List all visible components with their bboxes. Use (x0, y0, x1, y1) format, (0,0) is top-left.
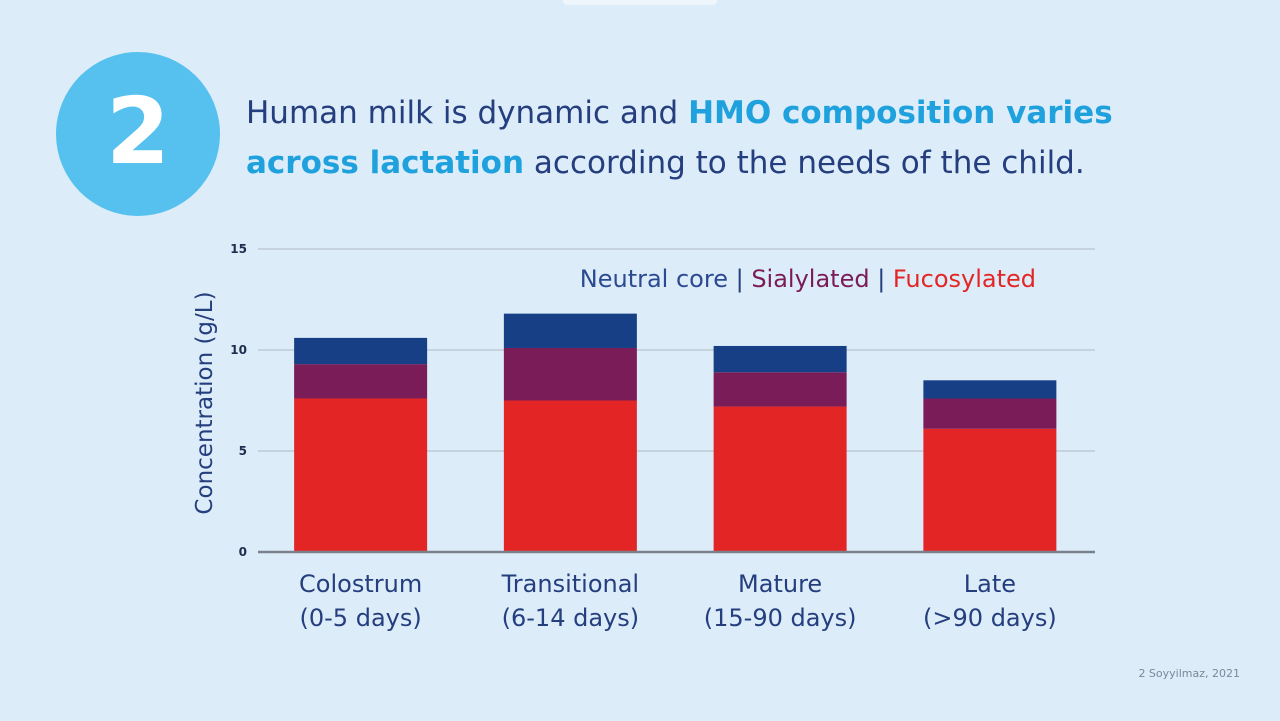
headline-part-2: according to the needs of the child. (524, 145, 1085, 181)
y-tick-label: 15 (230, 242, 247, 256)
x-tick-label: Transitional (501, 570, 639, 598)
bar-segment-fucosylated (294, 398, 428, 552)
legend-entry-sialylated: Sialylated (751, 265, 869, 293)
legend-entry-fucosylated: Fucosylated (893, 265, 1036, 293)
legend: Neutral core | Sialylated | Fucosylated (580, 265, 1036, 293)
bar-segment-neutral-core (713, 345, 847, 373)
bar-segment-neutral-core (294, 337, 428, 365)
x-tick-label: (0-5 days) (300, 604, 422, 632)
x-tick-label: Colostrum (299, 570, 422, 598)
bar-segment-fucosylated (713, 406, 847, 552)
y-tick-label: 10 (230, 343, 247, 357)
x-tick-label: Late (964, 570, 1016, 598)
y-tick-label: 5 (239, 444, 247, 458)
y-axis-label: Concentration (g/L) (192, 291, 218, 514)
bar-segment-sialylated (503, 347, 637, 401)
headline-highlight-2: across lactation (246, 145, 525, 181)
bar-segment-sialylated (294, 364, 428, 399)
source-note: 2 Soyyilmaz, 2021 (1138, 667, 1240, 680)
bar-segment-sialylated (713, 372, 847, 407)
headline: Human milk is dynamic and HMO compositio… (246, 88, 1246, 188)
x-tick-label: (>90 days) (923, 604, 1057, 632)
top-tab (563, 0, 717, 5)
bar-segment-sialylated (923, 398, 1057, 429)
legend-separator: | (870, 265, 893, 293)
bar-segment-neutral-core (923, 380, 1057, 399)
step-number: 2 (105, 78, 170, 185)
bar-segment-fucosylated (923, 428, 1057, 552)
x-tick-label: (15-90 days) (704, 604, 857, 632)
legend-separator: | (728, 265, 751, 293)
y-tick-label: 0 (239, 545, 247, 559)
headline-highlight-1: HMO composition varies (688, 95, 1113, 131)
x-tick-label: (6-14 days) (502, 604, 639, 632)
step-number-badge: 2 (56, 52, 220, 216)
x-tick-label: Mature (738, 570, 822, 598)
legend-entry-neutral-core: Neutral core (580, 265, 728, 293)
bar-segment-fucosylated (503, 400, 637, 552)
bar-segment-neutral-core (503, 313, 637, 348)
headline-part-1: Human milk is dynamic and (246, 95, 689, 131)
